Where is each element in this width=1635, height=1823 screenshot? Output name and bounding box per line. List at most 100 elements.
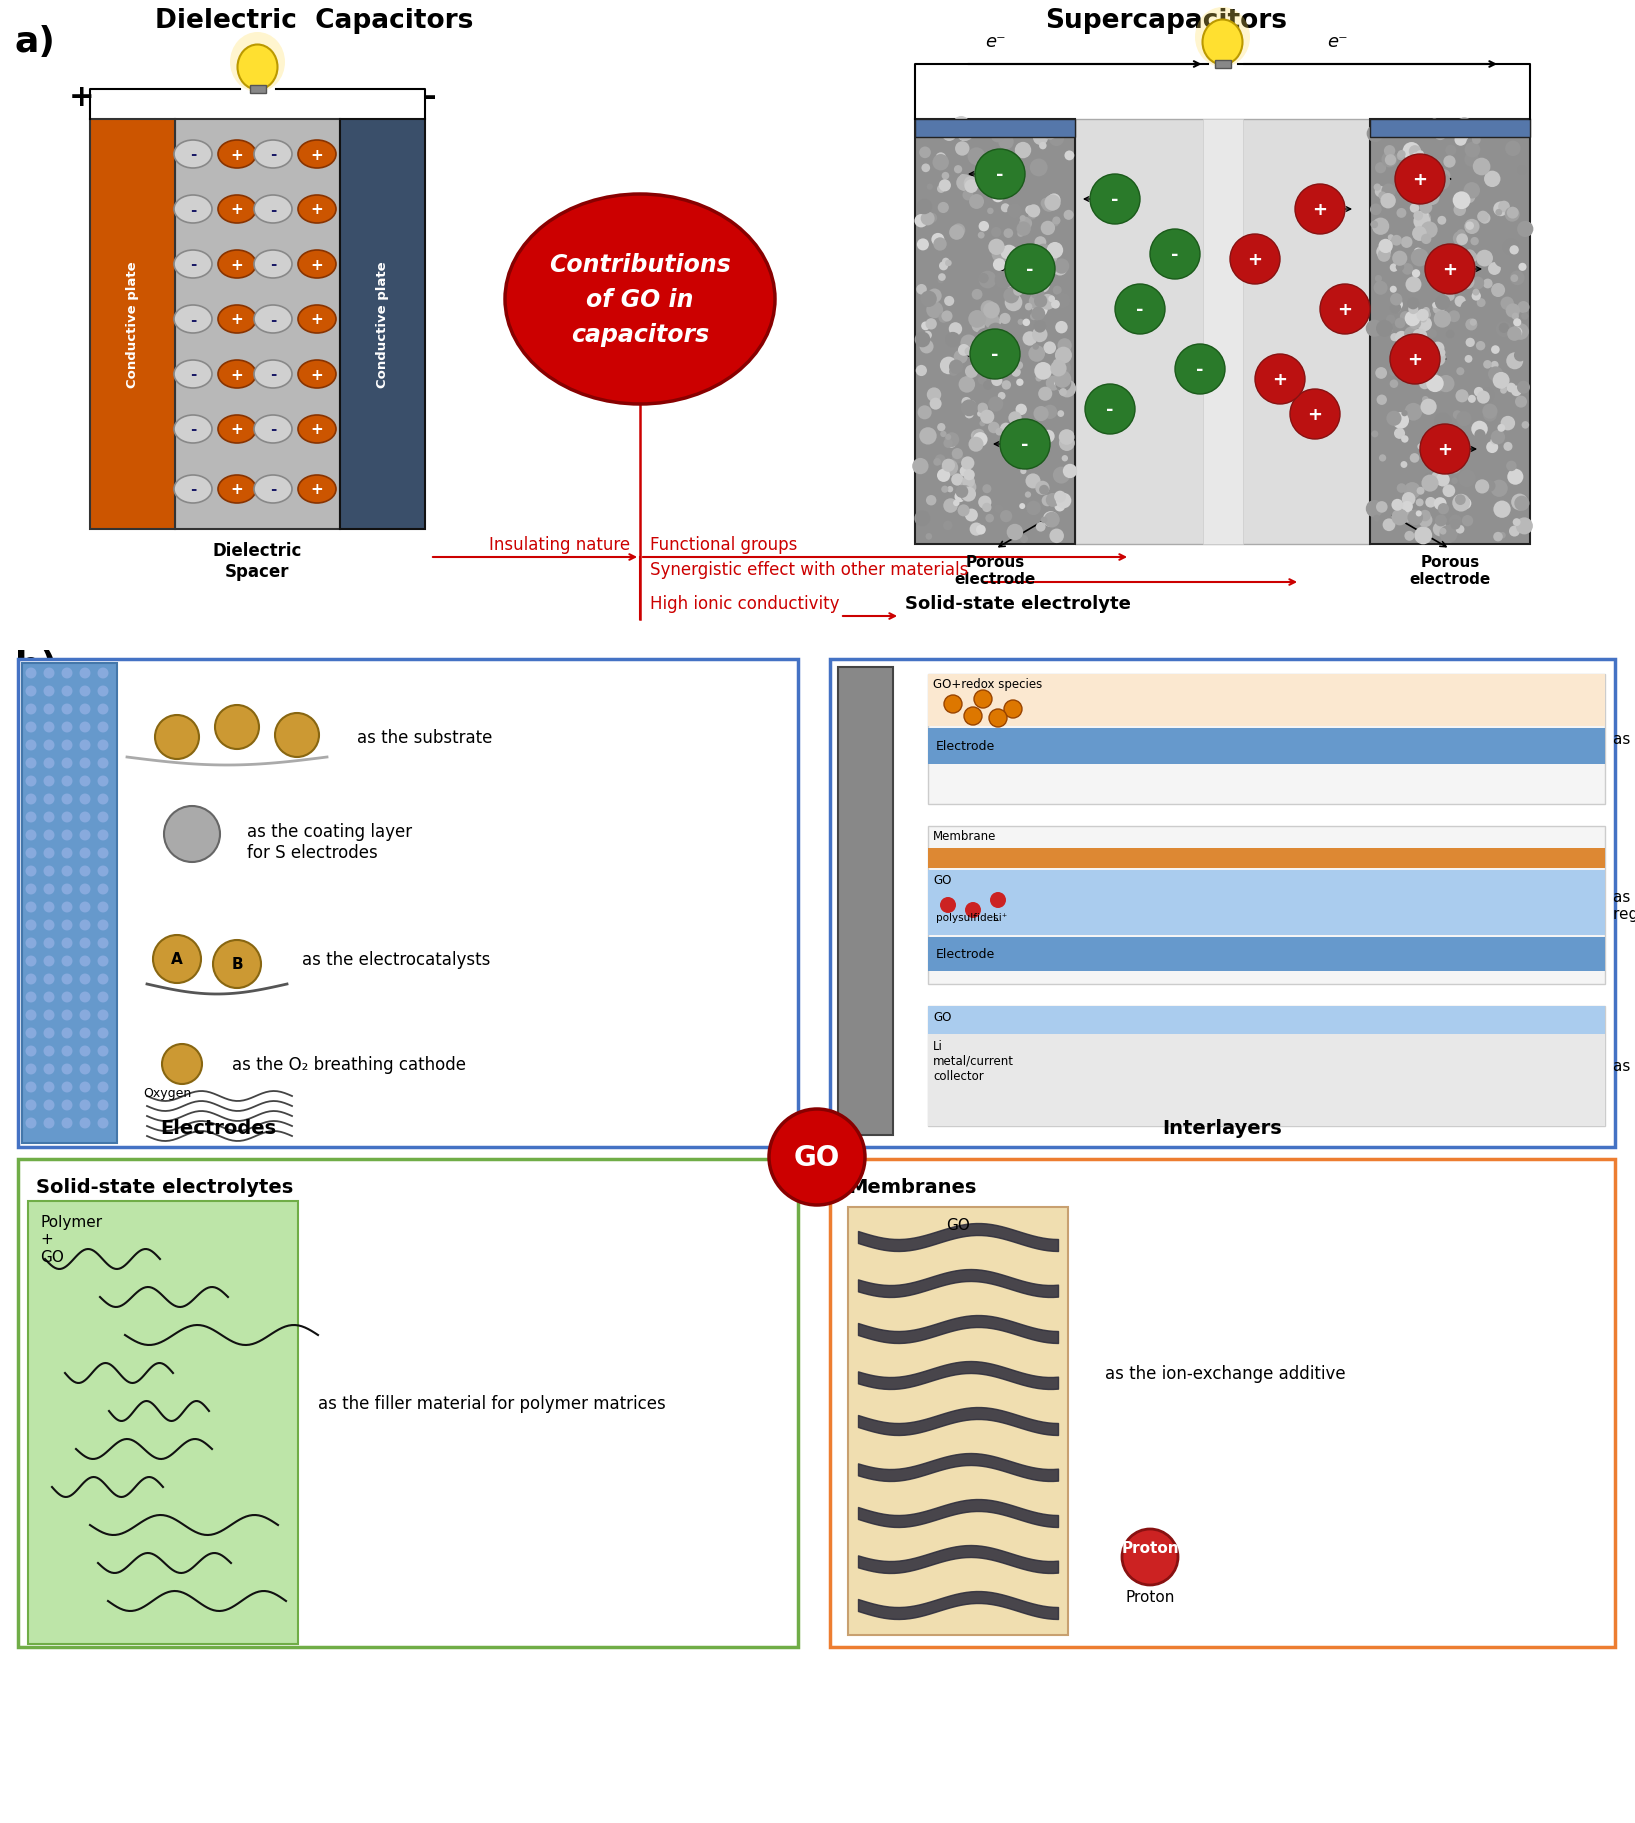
Circle shape [98, 685, 108, 696]
Circle shape [1413, 213, 1431, 232]
Circle shape [1507, 208, 1519, 219]
Circle shape [1422, 308, 1431, 315]
Circle shape [1020, 536, 1028, 543]
Circle shape [1030, 286, 1045, 301]
Circle shape [1395, 155, 1445, 204]
Circle shape [62, 973, 72, 984]
Circle shape [1517, 166, 1527, 175]
Ellipse shape [298, 476, 337, 503]
Circle shape [80, 1028, 90, 1039]
Circle shape [925, 534, 932, 540]
Circle shape [1404, 124, 1416, 135]
Circle shape [981, 301, 996, 317]
Circle shape [919, 428, 937, 445]
Circle shape [1396, 483, 1406, 494]
Circle shape [1395, 319, 1406, 330]
Circle shape [978, 233, 984, 239]
Text: -: - [190, 483, 196, 498]
Circle shape [98, 921, 108, 932]
Circle shape [934, 122, 948, 137]
Circle shape [1434, 179, 1444, 188]
FancyBboxPatch shape [929, 675, 1606, 727]
Circle shape [945, 261, 952, 268]
Ellipse shape [217, 140, 257, 170]
Circle shape [1383, 520, 1395, 532]
Circle shape [983, 303, 1001, 319]
Circle shape [961, 487, 976, 503]
Circle shape [1032, 308, 1045, 321]
Circle shape [1020, 441, 1033, 454]
Circle shape [1319, 284, 1370, 335]
Circle shape [997, 392, 1006, 401]
Circle shape [978, 496, 991, 510]
Circle shape [62, 866, 72, 877]
Circle shape [1017, 379, 1024, 386]
Circle shape [1426, 244, 1475, 295]
Circle shape [922, 164, 930, 173]
Circle shape [44, 740, 54, 751]
Circle shape [1396, 210, 1406, 219]
Circle shape [986, 514, 994, 523]
Circle shape [26, 758, 36, 769]
Circle shape [963, 177, 978, 191]
Ellipse shape [253, 306, 293, 334]
Circle shape [98, 1010, 108, 1021]
Circle shape [1437, 350, 1445, 357]
Circle shape [1022, 332, 1037, 346]
Circle shape [1455, 525, 1465, 534]
Circle shape [26, 884, 36, 895]
Circle shape [927, 213, 937, 224]
Ellipse shape [173, 416, 213, 443]
Circle shape [1401, 436, 1408, 443]
FancyBboxPatch shape [90, 120, 175, 530]
Circle shape [1377, 246, 1391, 261]
Circle shape [26, 939, 36, 950]
Circle shape [960, 467, 971, 478]
Circle shape [62, 939, 72, 950]
Circle shape [1419, 202, 1432, 215]
Circle shape [44, 1028, 54, 1039]
Circle shape [974, 691, 992, 709]
Text: High ionic conductivity: High ionic conductivity [651, 594, 839, 613]
Ellipse shape [173, 252, 213, 279]
Circle shape [1416, 500, 1424, 507]
Circle shape [1462, 191, 1475, 204]
Circle shape [1488, 366, 1503, 383]
Circle shape [942, 487, 948, 494]
Circle shape [1418, 514, 1432, 529]
Circle shape [62, 1065, 72, 1076]
Circle shape [80, 1081, 90, 1094]
Circle shape [919, 148, 930, 159]
Ellipse shape [298, 195, 337, 224]
Circle shape [1465, 153, 1478, 168]
Text: +: + [1408, 350, 1422, 368]
Circle shape [1437, 376, 1455, 394]
Circle shape [44, 704, 54, 715]
Circle shape [1398, 151, 1406, 159]
Circle shape [1390, 335, 1440, 385]
Circle shape [1007, 204, 1022, 219]
Ellipse shape [298, 306, 337, 334]
Circle shape [952, 452, 963, 465]
Circle shape [1390, 294, 1403, 306]
Circle shape [44, 795, 54, 806]
Circle shape [1408, 510, 1422, 527]
Circle shape [80, 669, 90, 680]
Circle shape [1460, 275, 1475, 290]
Circle shape [991, 376, 1002, 386]
Circle shape [938, 273, 945, 283]
Circle shape [26, 1028, 36, 1039]
Circle shape [1391, 252, 1408, 266]
Circle shape [988, 208, 994, 215]
Ellipse shape [231, 33, 284, 93]
Text: -: - [1197, 361, 1203, 379]
Circle shape [1413, 228, 1426, 242]
FancyBboxPatch shape [929, 1006, 1606, 1034]
Circle shape [214, 706, 258, 749]
Circle shape [1401, 461, 1408, 469]
Text: -: - [1027, 261, 1033, 279]
Circle shape [275, 713, 319, 758]
Circle shape [1055, 348, 1073, 365]
Circle shape [26, 669, 36, 680]
Circle shape [98, 1028, 108, 1039]
